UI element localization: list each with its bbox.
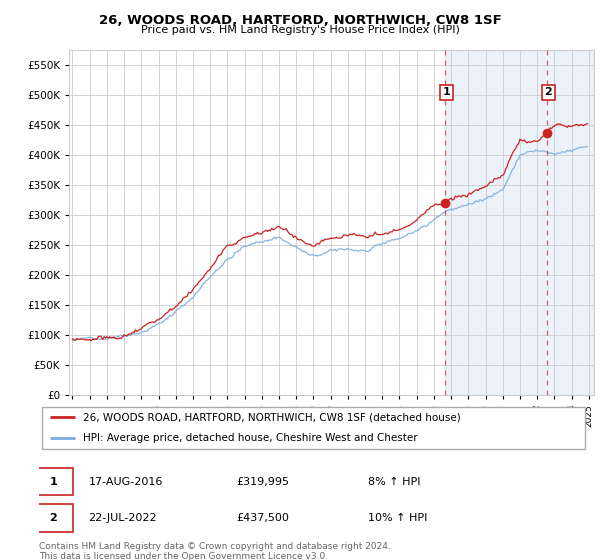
Text: 26, WOODS ROAD, HARTFORD, NORTHWICH, CW8 1SF: 26, WOODS ROAD, HARTFORD, NORTHWICH, CW8… bbox=[98, 14, 502, 27]
Text: £437,500: £437,500 bbox=[236, 513, 290, 523]
Text: 10% ↑ HPI: 10% ↑ HPI bbox=[368, 513, 428, 523]
Bar bbox=[445, 50, 594, 395]
FancyBboxPatch shape bbox=[42, 407, 585, 449]
Text: Price paid vs. HM Land Registry's House Price Index (HPI): Price paid vs. HM Land Registry's House … bbox=[140, 25, 460, 35]
FancyBboxPatch shape bbox=[34, 505, 73, 531]
Text: 17-AUG-2016: 17-AUG-2016 bbox=[88, 477, 163, 487]
Text: 22-JUL-2022: 22-JUL-2022 bbox=[88, 513, 157, 523]
Text: 2: 2 bbox=[49, 513, 57, 523]
Text: HPI: Average price, detached house, Cheshire West and Chester: HPI: Average price, detached house, Ches… bbox=[83, 433, 418, 444]
Text: 1: 1 bbox=[443, 87, 451, 97]
Text: £319,995: £319,995 bbox=[236, 477, 290, 487]
Text: Contains HM Land Registry data © Crown copyright and database right 2024.
This d: Contains HM Land Registry data © Crown c… bbox=[39, 542, 391, 560]
Text: 26, WOODS ROAD, HARTFORD, NORTHWICH, CW8 1SF (detached house): 26, WOODS ROAD, HARTFORD, NORTHWICH, CW8… bbox=[83, 412, 461, 422]
Text: 8% ↑ HPI: 8% ↑ HPI bbox=[368, 477, 421, 487]
Text: 2: 2 bbox=[545, 87, 552, 97]
FancyBboxPatch shape bbox=[34, 468, 73, 495]
Text: 1: 1 bbox=[49, 477, 57, 487]
